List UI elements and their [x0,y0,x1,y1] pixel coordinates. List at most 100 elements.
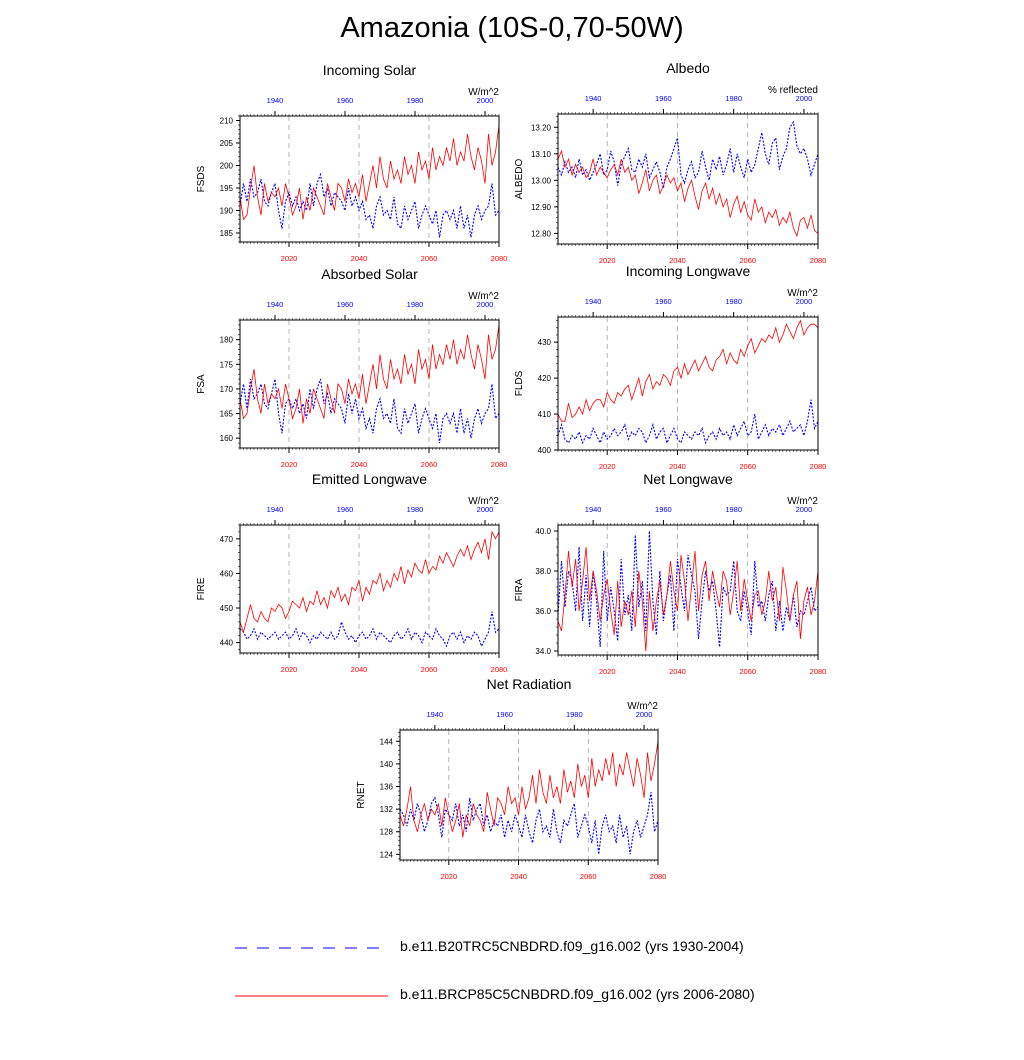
x-tick-label-bottom: 2080 [491,254,508,263]
x-tick-label-top: 1940 [267,96,284,105]
x-tick-label-top: 2000 [477,300,494,309]
y-tick-label: 12.80 [531,229,552,238]
x-tick-label-top: 2000 [477,96,494,105]
x-tick-label-bottom: 2060 [580,872,597,881]
plot-frame [557,524,819,656]
x-tick-label-top: 1960 [655,505,672,514]
x-tick-label-bottom: 2060 [739,462,756,471]
y-tick-label: 400 [538,446,552,455]
units-label: % reflected [768,85,818,96]
x-tick-label-top: 1960 [337,96,354,105]
x-tick-label-top: 1960 [655,297,672,306]
x-tick-label-bottom: 2020 [281,254,298,263]
x-tick-label-bottom: 2020 [599,462,616,471]
x-tick-label-top: 1940 [585,94,602,103]
plot-frame [399,729,659,861]
x-tick-label-bottom: 2040 [669,256,686,265]
x-tick-label-bottom: 2080 [810,462,827,471]
y-tick-label: 36.0 [535,607,551,616]
panels-canvas: Incoming Solar W/m^2 185 190 195 200 205 210 FSD… [196,60,827,881]
y-tick-label: 140 [380,760,394,769]
x-tick-label-bottom: 2080 [810,256,827,265]
y-tick-label: 170 [220,385,234,394]
x-tick-label-top: 1980 [407,505,424,514]
x-tick-label-bottom: 2060 [421,460,438,469]
x-tick-label-top: 1940 [267,300,284,309]
x-tick-label-top: 1980 [725,505,742,514]
panel-5: Emitted Longwave W/m^2 440 450 460 470 FIRE 202… [196,471,507,674]
series-line-future [557,546,819,652]
y-tick-label: 410 [538,410,552,419]
y-tick-label: 136 [380,783,394,792]
y-tick-label: 450 [220,604,234,613]
series-line-historical [399,792,659,855]
x-tick-label-bottom: 2080 [491,460,508,469]
panel-7: Net Radiation W/m^2 124 128 132 136 140 144 RNET… [356,676,666,881]
y-tick-label: 195 [220,184,234,193]
y-axis-label: RNET [356,781,367,808]
x-tick-label-top: 1960 [337,300,354,309]
x-tick-label-bottom: 2040 [351,460,368,469]
units-label: W/m^2 [468,496,499,507]
y-tick-label: 190 [220,207,234,216]
x-tick-label-top: 1960 [337,505,354,514]
panel-title: Albedo [666,60,710,76]
panel-4: Incoming Longwave W/m^2 400 410 420 430 FLDS 20… [514,263,826,471]
x-tick-label-top: 2000 [477,505,494,514]
y-tick-label: 180 [220,336,234,345]
y-tick-label: 34.0 [535,647,551,656]
panel-2: Albedo % reflected 12.80 12.90 13.00 13.10 13.… [514,60,826,265]
series-line-historical [557,399,819,445]
y-tick-label: 13.20 [531,123,552,132]
y-tick-label: 13.00 [531,176,552,185]
x-tick-label-top: 1980 [566,710,583,719]
panel-title: Absorbed Solar [321,266,418,282]
panel-title: Net Radiation [487,676,572,692]
y-axis-label: ALBEDO [514,158,525,199]
series-line-historical [557,530,819,648]
x-tick-label-top: 1960 [496,710,513,719]
y-tick-label: 12.90 [531,203,552,212]
x-tick-label-bottom: 2080 [810,667,827,676]
series-line-historical [557,120,819,189]
legend-label-future: b.e11.BRCP85C5CNBDRD.f09_g16.002 (yrs 20… [400,986,755,1002]
panel-title: Incoming Longwave [626,263,751,279]
series-line-future [239,124,500,221]
units-label: W/m^2 [627,701,658,712]
y-axis-label: FLDS [514,370,525,396]
figure-title: Amazonia (10S-0,70-50W) [340,12,684,44]
x-tick-label-top: 2000 [796,297,813,306]
legend: b.e11.B20TRC5CNBDRD.f09_g16.002 (yrs 193… [233,920,833,1060]
x-tick-label-top: 2000 [796,505,813,514]
x-tick-label-bottom: 2020 [281,665,298,674]
x-tick-label-top: 1940 [585,297,602,306]
x-tick-label-bottom: 2060 [421,254,438,263]
x-tick-label-top: 1940 [585,505,602,514]
y-tick-label: 420 [538,374,552,383]
panel-title: Incoming Solar [323,62,417,78]
legend-label-historical: b.e11.B20TRC5CNBDRD.f09_g16.002 (yrs 193… [400,938,744,954]
x-tick-label-bottom: 2060 [421,665,438,674]
x-tick-label-bottom: 2080 [650,872,667,881]
plot-frame [239,524,500,654]
x-tick-label-bottom: 2060 [739,256,756,265]
y-tick-label: 200 [220,162,234,171]
legend-swatch-future [235,995,388,997]
series-line-future [557,149,819,238]
panel-3: Absorbed Solar W/m^2 160 165 170 175 180 FSA 202… [196,266,507,469]
series-line-future [239,530,500,634]
y-tick-label: 205 [220,139,234,148]
y-axis-label: FIRA [514,578,525,601]
x-tick-label-bottom: 2060 [739,667,756,676]
x-tick-label-bottom: 2040 [510,872,527,881]
x-tick-label-bottom: 2020 [440,872,457,881]
plot-frame [239,115,500,243]
x-tick-label-bottom: 2040 [351,665,368,674]
x-tick-label-top: 1940 [267,505,284,514]
x-tick-label-top: 1960 [655,94,672,103]
x-tick-label-bottom: 2040 [351,254,368,263]
y-tick-label: 165 [220,410,234,419]
y-tick-label: 160 [220,434,234,443]
y-tick-label: 128 [380,828,394,837]
x-tick-label-bottom: 2020 [599,667,616,676]
